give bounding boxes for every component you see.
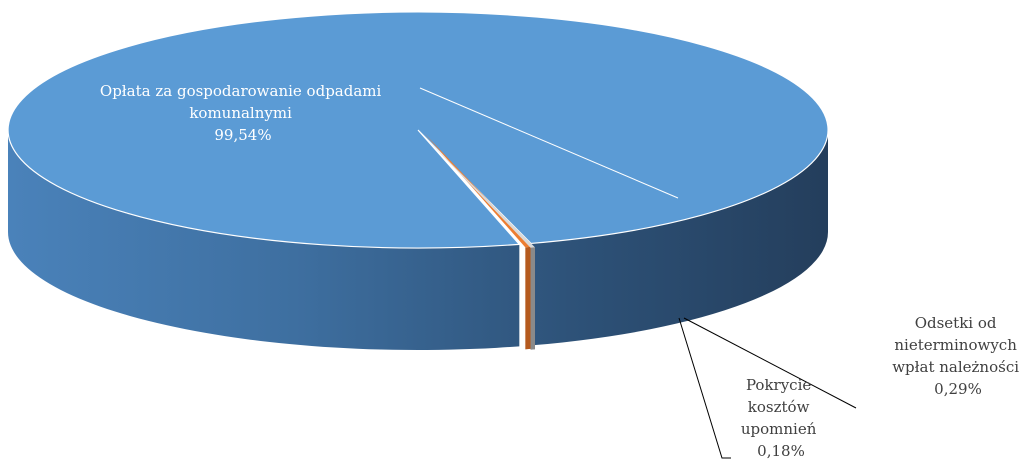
label-pokrycie-line-1: Pokrycie xyxy=(746,376,811,394)
leader-line-main xyxy=(419,87,679,199)
label-pokrycie-line-3: upomnień xyxy=(741,420,817,438)
pie-body xyxy=(7,11,829,351)
label-main-line-1: Opłata za gospodarowanie odpadami xyxy=(100,82,382,100)
label-main-line-2: komunalnymi xyxy=(189,104,292,122)
label-pokrycie: Pokrycie kosztów upomnień 0,18% xyxy=(741,376,821,460)
label-main-value: 99,54% xyxy=(214,126,271,144)
slice-side-main xyxy=(8,130,828,351)
label-odsetki-value: 0,29% xyxy=(934,380,982,398)
label-odsetki-line-1: Odsetki od xyxy=(915,314,997,332)
leader-line-odsetki xyxy=(683,317,857,409)
label-pokrycie-line-2: kosztów xyxy=(748,398,810,416)
label-odsetki: Odsetki od nieterminowych wpłat należnoś… xyxy=(892,314,1024,398)
label-main: Opłata za gospodarowanie odpadami komuna… xyxy=(100,82,386,144)
label-odsetki-line-3: wpłat należności xyxy=(892,358,1019,376)
slice-top-pokrycie xyxy=(422,134,536,248)
label-pokrycie-value: 0,18% xyxy=(757,442,805,460)
slice-top-main xyxy=(7,11,829,249)
label-odsetki-line-2: nieterminowych xyxy=(894,336,1017,354)
leader-line-pokrycie xyxy=(678,317,731,459)
slice-side-pokrycie xyxy=(530,247,536,350)
